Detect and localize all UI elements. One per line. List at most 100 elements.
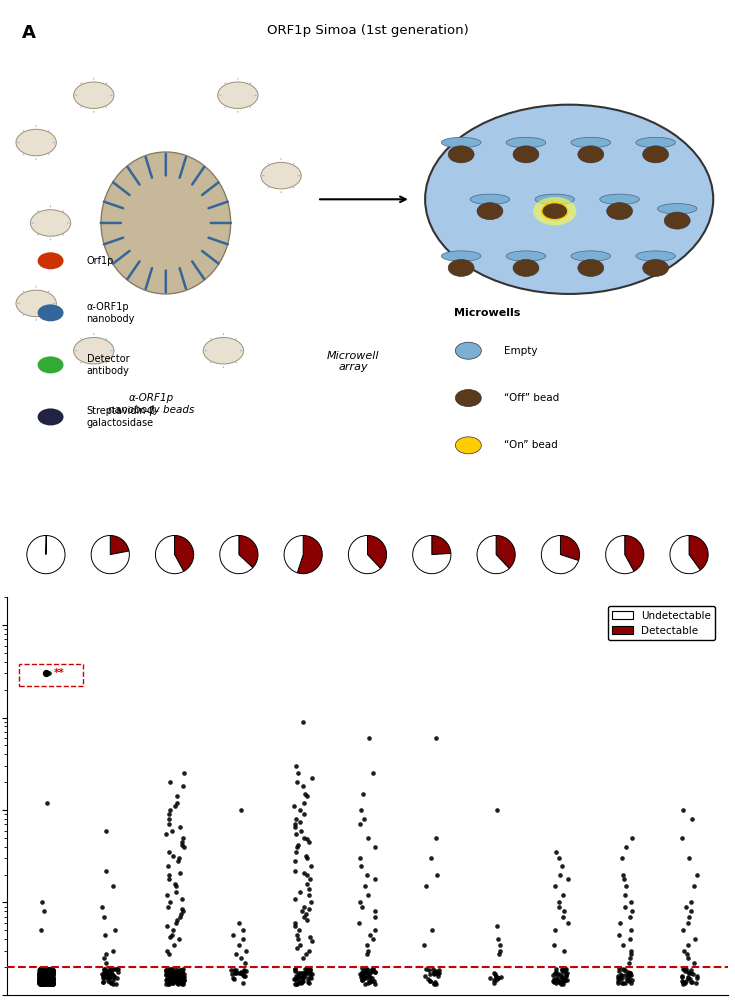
Point: [38, 969, 50, 985]
Point: [47, 962, 59, 978]
Point: [294, 965, 306, 981]
Ellipse shape: [101, 152, 231, 293]
Circle shape: [16, 290, 57, 317]
Point: [38, 961, 50, 977]
Point: [42, 966, 54, 982]
Point: [41, 973, 53, 989]
Point: [174, 864, 186, 880]
Legend: Undetectable, Detectable: Undetectable, Detectable: [608, 606, 715, 640]
Point: [37, 976, 49, 992]
Point: [40, 965, 51, 981]
Wedge shape: [670, 536, 700, 574]
Point: [177, 969, 189, 985]
Point: [553, 894, 564, 911]
Point: [559, 961, 571, 977]
Point: [43, 974, 55, 990]
Point: [44, 965, 56, 981]
Point: [489, 966, 501, 982]
Text: Empty: Empty: [504, 346, 538, 356]
Point: [548, 937, 560, 953]
Point: [40, 976, 51, 992]
Point: [170, 915, 182, 931]
Point: [41, 967, 53, 983]
Point: [44, 966, 56, 982]
Point: [162, 898, 173, 915]
Point: [33, 965, 45, 981]
Point: [229, 965, 241, 981]
Point: [689, 932, 701, 948]
Circle shape: [30, 210, 71, 236]
Point: [301, 912, 313, 928]
Point: [368, 961, 379, 977]
Point: [691, 970, 703, 986]
Point: [38, 965, 50, 981]
Point: [106, 966, 118, 982]
Point: [358, 964, 370, 980]
Point: [35, 965, 46, 981]
Point: [174, 909, 186, 925]
Point: [41, 966, 53, 982]
Point: [290, 976, 302, 992]
Point: [46, 961, 57, 977]
Point: [97, 966, 109, 982]
Point: [176, 966, 187, 982]
Circle shape: [477, 203, 503, 220]
Point: [47, 974, 59, 990]
Point: [355, 802, 367, 818]
Text: **: **: [54, 668, 65, 678]
Point: [40, 975, 52, 991]
Point: [44, 974, 56, 990]
Point: [46, 972, 57, 988]
Point: [37, 973, 49, 989]
Point: [37, 972, 49, 988]
Point: [42, 973, 54, 989]
Point: [299, 968, 311, 984]
Point: [109, 969, 121, 985]
Point: [164, 971, 176, 987]
Point: [304, 966, 316, 982]
Point: [553, 975, 565, 991]
Point: [35, 963, 47, 979]
Point: [161, 967, 173, 983]
Point: [40, 969, 52, 985]
Point: [617, 866, 629, 882]
Point: [288, 971, 300, 987]
Point: [46, 976, 57, 992]
Point: [43, 967, 55, 983]
Wedge shape: [496, 536, 515, 569]
Point: [173, 969, 184, 985]
Point: [162, 806, 174, 822]
Point: [100, 946, 112, 962]
Point: [40, 976, 51, 992]
Point: [237, 932, 248, 948]
Point: [36, 970, 48, 986]
Point: [685, 903, 697, 920]
Wedge shape: [297, 536, 322, 574]
Point: [40, 973, 52, 989]
Point: [99, 969, 111, 985]
Point: [551, 844, 562, 860]
Point: [691, 866, 703, 882]
Point: [170, 973, 182, 989]
Point: [166, 968, 178, 984]
Point: [303, 943, 315, 959]
Point: [178, 839, 190, 855]
Point: [35, 963, 47, 979]
Point: [100, 822, 112, 838]
Point: [42, 962, 54, 978]
Point: [678, 963, 690, 979]
Point: [677, 974, 689, 990]
Point: [240, 955, 251, 971]
Point: [301, 866, 313, 882]
Point: [178, 970, 190, 986]
Point: [35, 965, 47, 981]
Point: [166, 822, 178, 838]
Point: [35, 961, 46, 977]
Ellipse shape: [506, 138, 546, 148]
Point: [46, 971, 58, 987]
Point: [46, 968, 57, 984]
Point: [34, 973, 46, 989]
Point: [174, 962, 186, 978]
Point: [292, 975, 304, 991]
Point: [620, 878, 632, 894]
